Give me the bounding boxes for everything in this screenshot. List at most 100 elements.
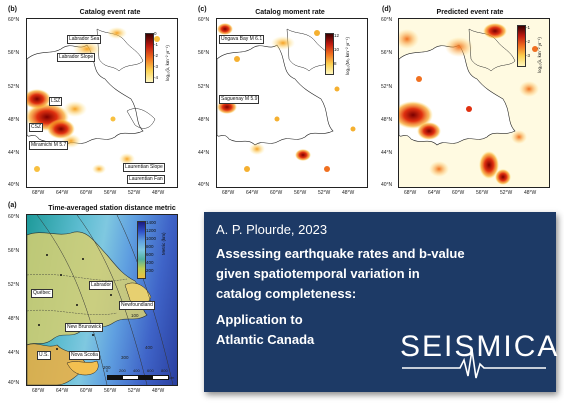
label-ungava: Ungava Bay M 6.1 bbox=[219, 35, 265, 44]
b-xtick-1: 64°W bbox=[56, 190, 69, 196]
panel-title-b: Catalog event rate bbox=[79, 9, 141, 16]
map-c: 12 10 8 log₁₀(M₀ km⁻² yr⁻¹) Ungava Bay M… bbox=[216, 18, 368, 188]
contour-label-1: 400 bbox=[145, 345, 153, 350]
c-ytick-1: 56°N bbox=[198, 50, 210, 56]
c-xtick-3: 56°W bbox=[294, 190, 307, 196]
author-line: A. P. Plourde, 2023 bbox=[216, 222, 328, 237]
cb-c-tick-2: 8 bbox=[334, 61, 337, 66]
d-xtick-5: 48°W bbox=[524, 190, 537, 196]
scalebar-tick-3: 600 bbox=[147, 368, 154, 373]
b-xtick-5: 48°W bbox=[152, 190, 165, 196]
cb-b-unit: log₁₀(λ, km⁻² yr⁻¹) bbox=[165, 45, 170, 81]
b-ytick-0: 60°N bbox=[8, 17, 20, 23]
cb-d-tick-1: -2 bbox=[526, 39, 531, 44]
cb-a-tick-0: 1400 bbox=[146, 220, 157, 225]
scalebar-tick-0: 0 bbox=[106, 368, 109, 373]
label-csz: CSZ bbox=[29, 123, 43, 132]
a-ytick-4: 44°N bbox=[8, 350, 20, 356]
a-ytick-2: 52°N bbox=[8, 282, 20, 288]
scalebar-tick-4: 800 bbox=[161, 368, 168, 373]
a-xtick-0: 68°W bbox=[32, 388, 45, 394]
b-xtick-3: 56°W bbox=[104, 190, 117, 196]
d-xtick-1: 64°W bbox=[428, 190, 441, 196]
b-ytick-1: 56°N bbox=[8, 50, 20, 56]
colorbar-c bbox=[325, 33, 334, 75]
c-ytick-0: 60°N bbox=[198, 17, 210, 23]
panel-label-c: (c) bbox=[198, 6, 207, 13]
label-laurentian-fan: Laurentian Fan bbox=[127, 175, 165, 184]
d-xtick-3: 56°W bbox=[476, 190, 489, 196]
cb-a-tick-1: 1200 bbox=[146, 228, 157, 233]
d-xtick-0: 68°W bbox=[404, 190, 417, 196]
d-xtick-2: 60°W bbox=[452, 190, 465, 196]
a-ytick-1: 56°N bbox=[8, 248, 20, 254]
label-newfoundland: Newfoundland bbox=[119, 301, 155, 310]
cb-b-tick-0: 0 bbox=[154, 31, 157, 36]
scalebar-unit: km bbox=[169, 375, 175, 380]
label-lsz: LSZ bbox=[49, 97, 63, 106]
panel-title-a: Time-averaged station distance metric bbox=[48, 205, 176, 212]
b-xtick-2: 60°W bbox=[80, 190, 93, 196]
b-ytick-5: 40°N bbox=[8, 182, 20, 188]
map-a-graphic bbox=[27, 215, 174, 385]
cb-c-unit: log₁₀(M₀ km⁻² yr⁻¹) bbox=[345, 37, 350, 75]
map-b: 0 -1 -2 -3 -4 log₁₀(λ, km⁻² yr⁻¹) Labrad… bbox=[26, 18, 178, 188]
panel-label-d: (d) bbox=[382, 6, 391, 13]
cb-a-tick-5: 400 bbox=[146, 260, 154, 265]
label-us: U.S. bbox=[37, 351, 51, 360]
map-d-graphic bbox=[399, 19, 549, 187]
title-line-1: Assessing earthquake rates and b-value bbox=[216, 246, 465, 261]
cb-b-tick-3: -3 bbox=[154, 64, 159, 69]
d-ytick-3: 48°N bbox=[381, 117, 393, 123]
cb-b-tick-2: -2 bbox=[154, 53, 159, 58]
a-ytick-3: 48°N bbox=[8, 316, 20, 322]
info-box: A. P. Plourde, 2023 Assessing earthquake… bbox=[204, 212, 557, 392]
map-d: -1 -2 -3 log₁₀(λ, km⁻² yr⁻¹) bbox=[398, 18, 550, 188]
a-xtick-3: 56°W bbox=[104, 388, 117, 394]
panel-label-a: (a) bbox=[8, 202, 17, 209]
a-ytick-0: 60°N bbox=[8, 214, 20, 220]
colorbar-a bbox=[137, 221, 146, 279]
seismica-logo: SEISMICA bbox=[400, 320, 557, 380]
cb-d-tick-0: -1 bbox=[526, 25, 531, 30]
title-line-5: Atlantic Canada bbox=[216, 332, 315, 347]
c-ytick-2: 52°N bbox=[198, 84, 210, 90]
label-new-brunswick: New Brunswick bbox=[65, 323, 104, 332]
label-labrador-slope: Labrador Slope bbox=[57, 53, 96, 62]
label-labrador-sea: Labrador Sea bbox=[67, 35, 102, 44]
c-ytick-3: 48°N bbox=[198, 117, 210, 123]
b-ytick-2: 52°N bbox=[8, 84, 20, 90]
b-xtick-4: 52°W bbox=[128, 190, 141, 196]
cb-d-tick-2: -3 bbox=[526, 53, 531, 58]
label-miramichi: Miramichi M 5.7 bbox=[29, 141, 69, 150]
title-line-4: Application to bbox=[216, 312, 303, 327]
c-xtick-0: 68°W bbox=[222, 190, 235, 196]
d-ytick-2: 52°N bbox=[381, 84, 393, 90]
c-xtick-2: 60°W bbox=[270, 190, 283, 196]
cb-b-tick-4: -4 bbox=[154, 75, 159, 80]
scalebar bbox=[107, 375, 169, 380]
panel-title-d: Predicted event rate bbox=[436, 9, 504, 16]
a-ytick-5: 40°N bbox=[8, 380, 20, 386]
cb-d-unit: log₁₀(λ, km⁻² yr⁻¹) bbox=[537, 37, 542, 73]
a-xtick-5: 48°W bbox=[152, 388, 165, 394]
label-labrador: Labrador bbox=[89, 281, 114, 290]
d-ytick-4: 44°N bbox=[381, 150, 393, 156]
cb-a-tick-4: 600 bbox=[146, 252, 154, 257]
cb-a-tick-2: 1000 bbox=[146, 236, 157, 241]
d-xtick-4: 52°W bbox=[500, 190, 513, 196]
colorbar-b bbox=[145, 33, 154, 83]
cb-a-tick-6: 200 bbox=[146, 268, 154, 273]
b-ytick-3: 48°N bbox=[8, 117, 20, 123]
scalebar-tick-1: 200 bbox=[119, 368, 126, 373]
map-a: 1400 1200 1000 800 600 400 200 Metric (k… bbox=[26, 214, 178, 386]
scalebar-tick-2: 400 bbox=[133, 368, 140, 373]
c-xtick-5: 48°W bbox=[342, 190, 355, 196]
contour-label-2: 300 bbox=[121, 355, 129, 360]
c-ytick-4: 44°N bbox=[198, 150, 210, 156]
label-quebec: Québec bbox=[31, 289, 53, 298]
label-laurentian-slope: Laurentian Slope bbox=[123, 163, 165, 172]
cb-b-tick-1: -1 bbox=[154, 42, 159, 47]
contour-label-3: 200 bbox=[103, 365, 111, 370]
colorbar-d bbox=[517, 25, 526, 67]
